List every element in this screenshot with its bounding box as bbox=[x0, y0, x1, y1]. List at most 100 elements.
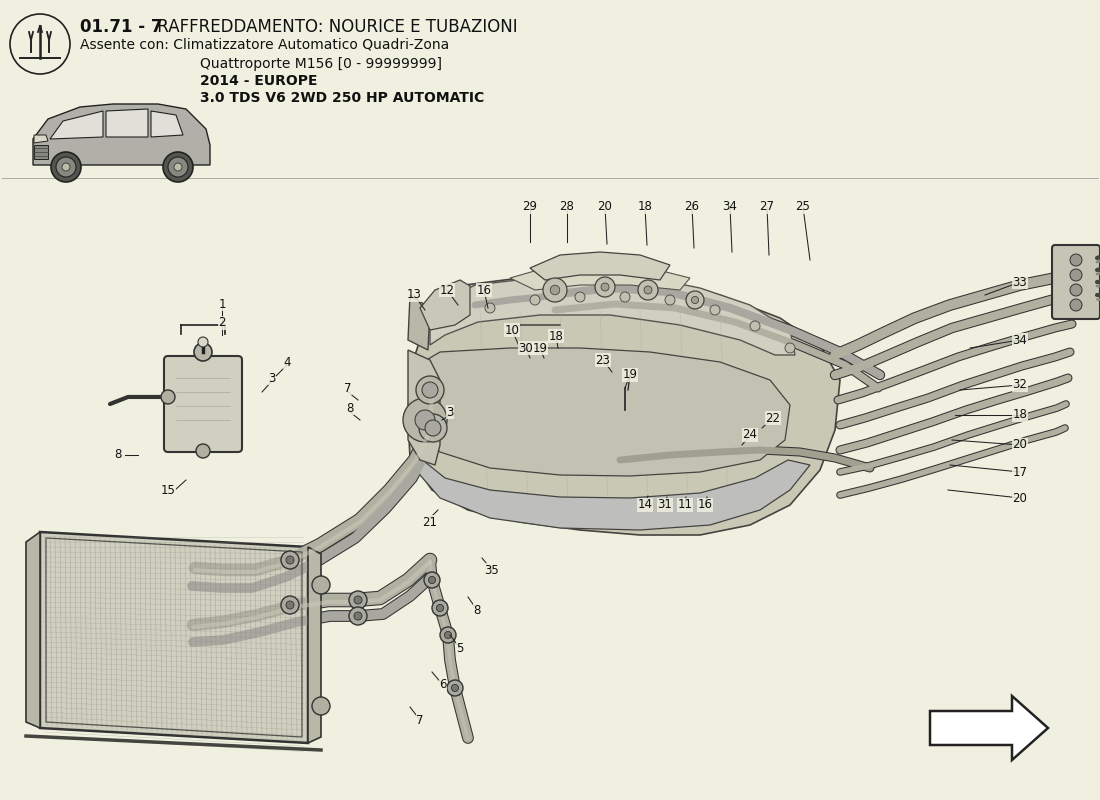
Text: 28: 28 bbox=[560, 201, 574, 214]
Circle shape bbox=[638, 280, 658, 300]
Text: 18: 18 bbox=[1013, 409, 1027, 422]
Text: 24: 24 bbox=[742, 429, 758, 442]
Polygon shape bbox=[415, 348, 790, 476]
Text: 27: 27 bbox=[759, 201, 774, 214]
Circle shape bbox=[163, 152, 192, 182]
Polygon shape bbox=[430, 276, 795, 355]
Text: 5: 5 bbox=[456, 642, 464, 654]
Text: RAFFREDDAMENTO: NOURICE E TUBAZIONI: RAFFREDDAMENTO: NOURICE E TUBAZIONI bbox=[152, 18, 518, 36]
Circle shape bbox=[440, 627, 456, 643]
Circle shape bbox=[354, 596, 362, 604]
Circle shape bbox=[710, 305, 720, 315]
Circle shape bbox=[1070, 269, 1082, 281]
Circle shape bbox=[550, 286, 560, 295]
Circle shape bbox=[312, 576, 330, 594]
Text: 18: 18 bbox=[549, 330, 563, 342]
Text: 3.0 TDS V6 2WD 250 HP AUTOMATIC: 3.0 TDS V6 2WD 250 HP AUTOMATIC bbox=[200, 91, 484, 105]
Text: 23: 23 bbox=[595, 354, 610, 366]
Text: 34: 34 bbox=[723, 201, 737, 214]
Text: 11: 11 bbox=[678, 498, 693, 511]
Text: 16: 16 bbox=[697, 498, 713, 511]
Circle shape bbox=[1070, 254, 1082, 266]
Text: 20: 20 bbox=[1013, 491, 1027, 505]
Circle shape bbox=[428, 576, 436, 584]
Circle shape bbox=[446, 313, 455, 323]
Polygon shape bbox=[151, 111, 183, 137]
Text: 22: 22 bbox=[766, 411, 781, 425]
Circle shape bbox=[161, 390, 175, 404]
Circle shape bbox=[62, 163, 70, 171]
Polygon shape bbox=[930, 696, 1048, 760]
Text: 26: 26 bbox=[684, 201, 700, 214]
Text: 7: 7 bbox=[416, 714, 424, 726]
Circle shape bbox=[424, 572, 440, 588]
Circle shape bbox=[419, 414, 447, 442]
Text: 18: 18 bbox=[638, 201, 652, 214]
Text: 30: 30 bbox=[518, 342, 534, 354]
Text: 20: 20 bbox=[1013, 438, 1027, 451]
Polygon shape bbox=[408, 350, 440, 465]
Text: 21: 21 bbox=[422, 515, 438, 529]
Circle shape bbox=[437, 605, 443, 611]
Text: 20: 20 bbox=[597, 201, 613, 214]
FancyBboxPatch shape bbox=[1052, 245, 1100, 319]
Text: 2014 - EUROPE: 2014 - EUROPE bbox=[200, 74, 318, 88]
Text: 15: 15 bbox=[161, 483, 175, 497]
Circle shape bbox=[432, 600, 448, 616]
Circle shape bbox=[601, 283, 609, 291]
FancyBboxPatch shape bbox=[164, 356, 242, 452]
Text: 32: 32 bbox=[1013, 378, 1027, 391]
Circle shape bbox=[280, 551, 299, 569]
Circle shape bbox=[425, 420, 441, 436]
Circle shape bbox=[349, 607, 367, 625]
Text: 19: 19 bbox=[532, 342, 548, 354]
Circle shape bbox=[286, 601, 294, 609]
Text: 16: 16 bbox=[476, 283, 492, 297]
Text: 01.71 - 7: 01.71 - 7 bbox=[80, 18, 163, 36]
Text: 34: 34 bbox=[1013, 334, 1027, 346]
Text: 35: 35 bbox=[485, 563, 499, 577]
Circle shape bbox=[51, 152, 81, 182]
Polygon shape bbox=[106, 109, 148, 137]
Text: 33: 33 bbox=[1013, 275, 1027, 289]
Text: 19: 19 bbox=[623, 369, 638, 382]
Circle shape bbox=[196, 444, 210, 458]
Circle shape bbox=[750, 321, 760, 331]
Polygon shape bbox=[33, 104, 210, 165]
Circle shape bbox=[56, 157, 76, 177]
Text: 3: 3 bbox=[268, 371, 276, 385]
Polygon shape bbox=[510, 265, 690, 290]
Text: 6: 6 bbox=[439, 678, 447, 691]
Polygon shape bbox=[408, 295, 430, 350]
Circle shape bbox=[543, 278, 566, 302]
Text: 25: 25 bbox=[795, 201, 811, 214]
Circle shape bbox=[286, 556, 294, 564]
Text: 8: 8 bbox=[114, 449, 122, 462]
Polygon shape bbox=[420, 280, 470, 330]
Circle shape bbox=[620, 292, 630, 302]
Text: 1: 1 bbox=[218, 298, 226, 310]
Text: 7: 7 bbox=[344, 382, 352, 394]
Circle shape bbox=[415, 410, 434, 430]
Circle shape bbox=[194, 343, 212, 361]
Circle shape bbox=[403, 398, 447, 442]
Circle shape bbox=[198, 337, 208, 347]
Circle shape bbox=[644, 286, 652, 294]
Circle shape bbox=[280, 596, 299, 614]
Text: 8: 8 bbox=[473, 603, 481, 617]
Circle shape bbox=[312, 697, 330, 715]
Polygon shape bbox=[408, 278, 840, 535]
Text: Quattroporte M156 [0 - 99999999]: Quattroporte M156 [0 - 99999999] bbox=[200, 57, 442, 71]
Bar bbox=[34, 145, 48, 159]
Text: 29: 29 bbox=[522, 201, 538, 214]
Text: 31: 31 bbox=[658, 498, 672, 511]
Circle shape bbox=[575, 292, 585, 302]
Polygon shape bbox=[40, 532, 308, 743]
Circle shape bbox=[1070, 299, 1082, 311]
Polygon shape bbox=[415, 460, 810, 530]
Polygon shape bbox=[34, 135, 48, 143]
Text: 17: 17 bbox=[1012, 466, 1027, 478]
Circle shape bbox=[785, 343, 795, 353]
Polygon shape bbox=[26, 532, 40, 728]
Polygon shape bbox=[530, 252, 670, 280]
